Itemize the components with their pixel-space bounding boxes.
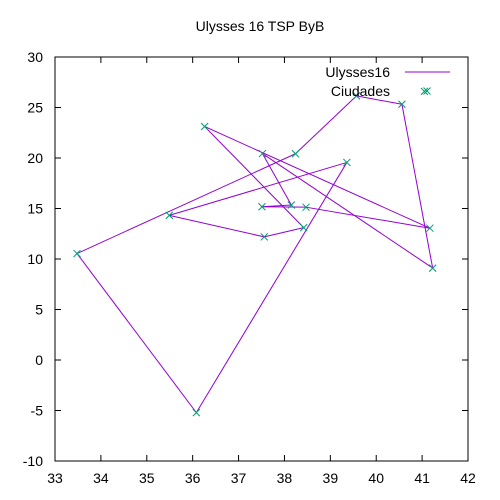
route-segment-10: [264, 227, 304, 238]
x-tick-label: 41: [414, 470, 430, 486]
y-tick-label: 5: [35, 302, 43, 318]
x-tick-label: 40: [368, 470, 384, 486]
city-point-0: [291, 149, 300, 158]
city-point-4: [73, 249, 81, 258]
city-point-13: [258, 202, 266, 211]
route-segment-15: [76, 153, 296, 255]
city-point-9: [426, 224, 434, 233]
route-lines: [76, 95, 434, 413]
y-tick-label: -10: [23, 453, 43, 469]
route-segment-13: [195, 162, 348, 413]
x-tick-label: 33: [47, 470, 63, 486]
route-segment-9: [204, 126, 305, 228]
y-tick-label: 20: [27, 150, 43, 166]
city-point-11: [302, 203, 310, 212]
x-tick-label: 37: [231, 470, 247, 486]
x-tick-label: 34: [93, 470, 109, 486]
route-segment-12: [169, 161, 347, 216]
x-tick-label: 42: [460, 470, 476, 486]
x-tick-label: 38: [277, 470, 293, 486]
city-point-6: [299, 223, 308, 232]
route-segment-14: [76, 253, 197, 413]
y-tick-label: 30: [27, 49, 43, 65]
legend-label-ciudades: Ciudades: [331, 83, 390, 99]
x-tick-label: 39: [323, 470, 339, 486]
route-segment-1: [356, 95, 403, 105]
city-points: [73, 87, 437, 417]
city-point-14: [165, 211, 174, 220]
chart-title: Ulysses 16 TSP ByB: [196, 18, 325, 34]
x-tick-label: 36: [185, 470, 201, 486]
legend-marker-ciudades: [423, 87, 431, 95]
city-point-2: [398, 100, 406, 109]
y-tick-labels: -10 -5 0 5 10 15 20 25 30: [23, 49, 43, 469]
city-point-8: [428, 264, 437, 272]
city-point-3: [200, 122, 209, 131]
x-tick-labels: 33 34 35 36 37 38 39 40 41 42: [47, 470, 476, 486]
y-tick-label: 15: [27, 201, 43, 217]
city-point-12: [287, 201, 296, 209]
city-point-5: [260, 233, 269, 241]
y-tick-label: 0: [35, 352, 43, 368]
route-segment-4: [261, 153, 292, 206]
city-point-1: [352, 92, 361, 100]
route-segment-11: [169, 214, 265, 238]
route-segment-3: [262, 153, 433, 269]
plot-frame: [54, 56, 469, 462]
route-segment-7: [305, 206, 430, 229]
route-segment-2: [401, 104, 434, 269]
legend: Ulysses16 Ciudades: [325, 64, 450, 99]
city-point-16: [420, 87, 429, 96]
y-tick-label: -5: [31, 403, 44, 419]
city-point-10: [192, 408, 201, 417]
city-point-15: [342, 158, 351, 167]
y-tick-label: 25: [27, 100, 43, 116]
legend-label-ulysses16: Ulysses16: [325, 64, 390, 80]
x-tick-label: 35: [139, 470, 155, 486]
legend-swatch-ciudades: [423, 87, 431, 95]
route-segment-8: [204, 126, 431, 229]
city-point-7: [258, 149, 267, 158]
y-tick-label: 10: [27, 251, 43, 267]
route-segment-0: [295, 95, 357, 155]
